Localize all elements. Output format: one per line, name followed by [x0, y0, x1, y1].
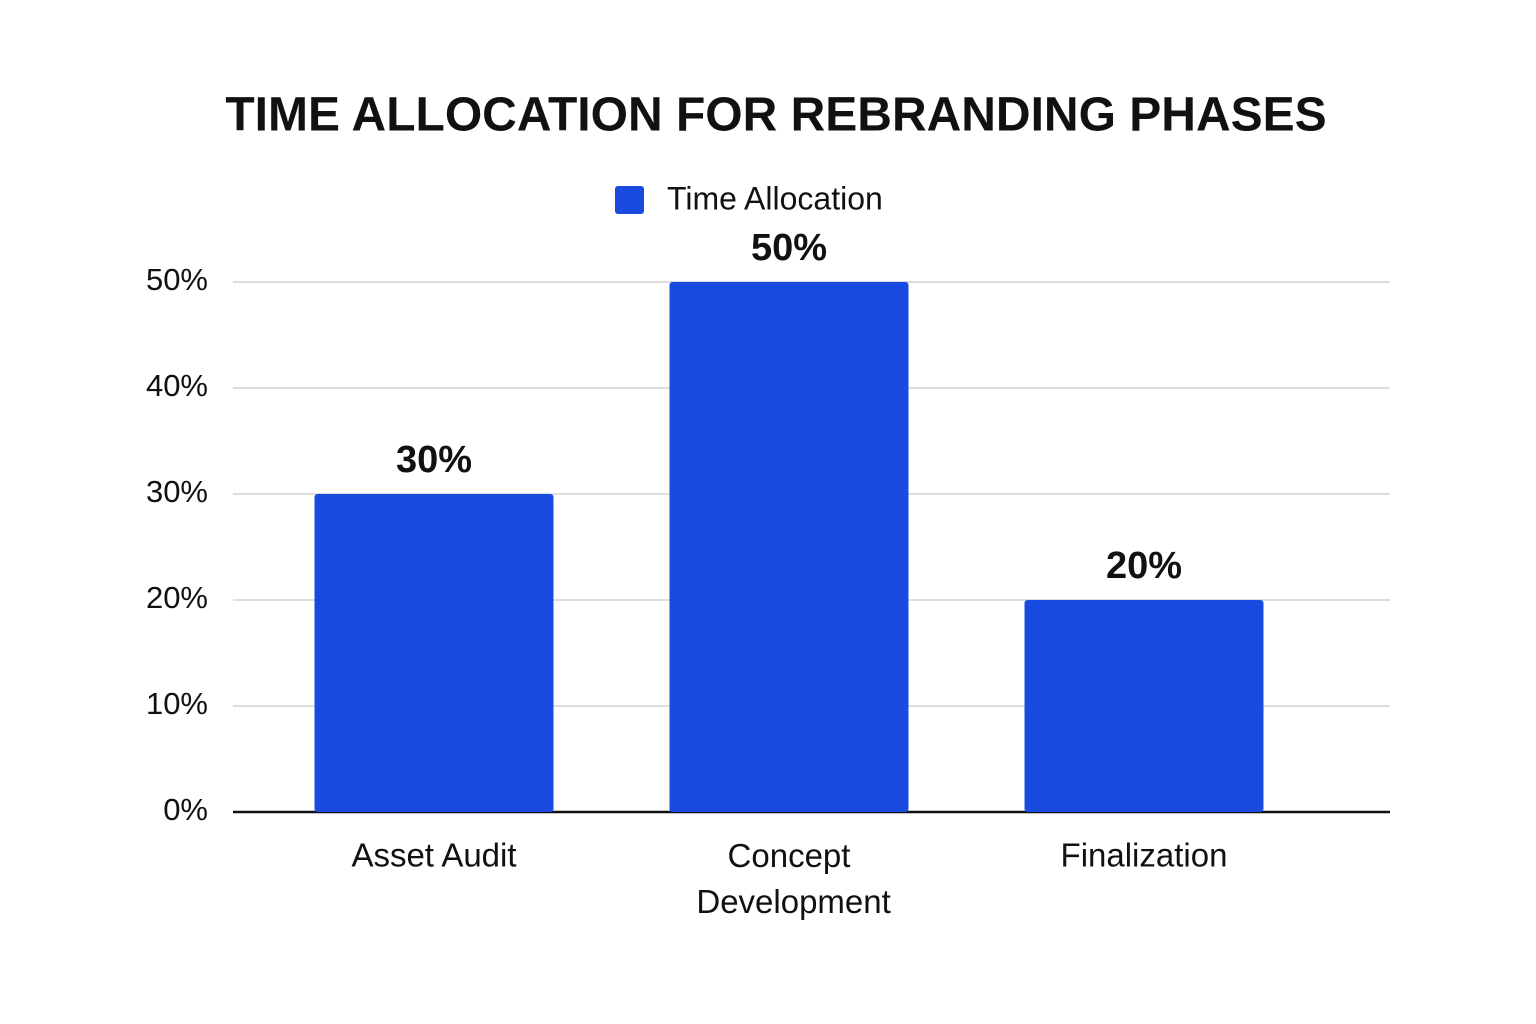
bar [669, 282, 909, 812]
y-tick-label: 30% [146, 474, 208, 509]
y-tick-label: 20% [146, 580, 208, 615]
bar [1024, 600, 1264, 812]
data-label: 50% [751, 227, 827, 269]
y-tick-label: 0% [163, 792, 208, 827]
x-tick-label: Finalization [1061, 837, 1228, 874]
chart-title: TIME ALLOCATION FOR REBRANDING PHASES [225, 89, 1326, 142]
data-label: 30% [396, 439, 472, 481]
bar [314, 494, 554, 812]
x-tick-label: Asset Audit [351, 837, 516, 874]
x-tick-label: Concept Development [687, 837, 891, 920]
y-tick-label: 10% [146, 686, 208, 721]
legend-label: Time Allocation [667, 180, 883, 216]
legend-swatch [615, 186, 644, 214]
y-tick-label: 40% [146, 368, 208, 403]
data-label: 20% [1106, 545, 1182, 587]
y-tick-label: 50% [146, 262, 208, 297]
